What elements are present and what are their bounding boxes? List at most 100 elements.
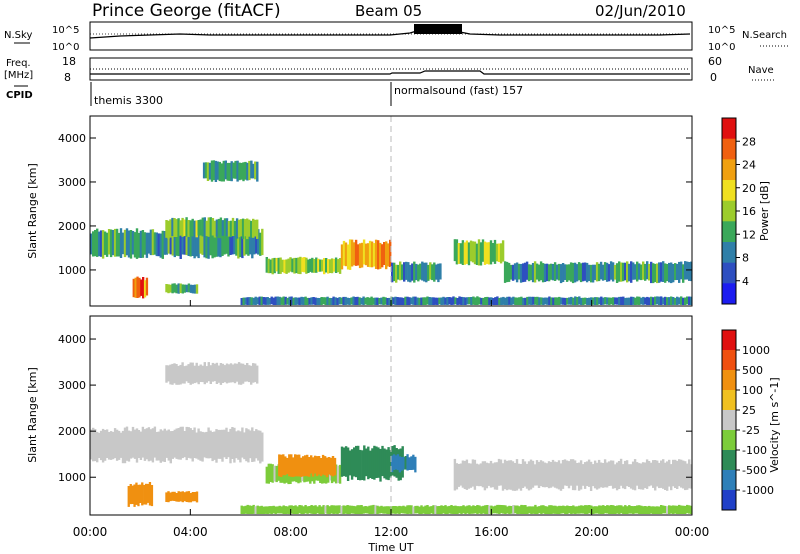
- power-echo-cell: [206, 162, 210, 181]
- power-echo-cell: [424, 297, 427, 305]
- power-echo-cell: [444, 297, 447, 305]
- velocity-echo-cell: [422, 506, 425, 514]
- velocity-echo-cell: [432, 505, 435, 514]
- power-echo-cell: [446, 297, 449, 305]
- velocity-echo-cell: [153, 426, 157, 458]
- power-echo-cell: [624, 297, 627, 305]
- power-echo-cell: [265, 257, 268, 273]
- velocity-echo-cell: [601, 463, 605, 488]
- velocity-echo-cell: [333, 457, 337, 476]
- velocity-echo-cell: [266, 506, 269, 514]
- velocity-echo-cell: [261, 432, 264, 462]
- velocity-echo-cell: [569, 459, 573, 486]
- power-echo-cell: [195, 229, 198, 257]
- velocity-echo-cell: [396, 454, 400, 471]
- velocity-echo-cell: [464, 506, 467, 514]
- velocity-echo-cell: [256, 505, 259, 514]
- velocity-echo-cell: [440, 505, 443, 514]
- power-echo-cell: [595, 262, 599, 282]
- power-echo-cell: [684, 261, 687, 280]
- power-echo-cell: [298, 297, 301, 305]
- power-colorbar-swatch: [722, 180, 736, 202]
- power-echo-cell: [540, 297, 543, 305]
- velocity-echo-cell: [540, 505, 543, 514]
- velocity-echo-cell: [537, 461, 541, 488]
- velocity-echo-cell: [231, 364, 235, 383]
- velocity-echo-cell: [551, 459, 555, 487]
- power-echo-cell: [560, 297, 563, 305]
- velocity-echo-cell: [625, 460, 629, 487]
- power-echo-cell: [417, 264, 420, 282]
- power-echo-cell: [408, 297, 411, 305]
- velocity-echo-region: [340, 445, 404, 482]
- velocity-echo-cell: [633, 459, 637, 491]
- power-echo-cell: [648, 263, 651, 281]
- power-echo-cell: [591, 264, 595, 283]
- power-echo-cell: [607, 264, 611, 282]
- velocity-echo-cell: [225, 427, 228, 459]
- velocity-echo-cell: [360, 505, 363, 514]
- power-echo-cell: [628, 297, 631, 305]
- power-echo-cell: [372, 297, 375, 305]
- velocity-echo-cell: [317, 456, 321, 475]
- velocity-echo-cell: [203, 362, 206, 385]
- power-echo-cell: [672, 297, 675, 305]
- velocity-echo-cell: [338, 464, 342, 484]
- power-echo-cell: [646, 261, 649, 280]
- velocity-ytick-label: 1000: [58, 471, 86, 484]
- velocity-echo-cell: [363, 445, 366, 481]
- velocity-echo-cell: [123, 427, 127, 464]
- velocity-echo-cell: [361, 450, 364, 480]
- power-echo-cell: [396, 297, 399, 305]
- power-echo-cell: [518, 297, 521, 305]
- power-echo-cell: [185, 217, 188, 237]
- power-echo-cell: [125, 228, 129, 256]
- velocity-echo-cell: [207, 427, 210, 459]
- power-echo-cell: [145, 232, 149, 258]
- power-echo-cell: [224, 160, 227, 180]
- velocity-echo-cell: [553, 461, 557, 488]
- power-echo-cell: [344, 242, 348, 267]
- power-echo-cell: [282, 296, 285, 305]
- power-echo-cell: [322, 297, 325, 305]
- velocity-echo-cell: [240, 505, 243, 514]
- velocity-echo-cell: [640, 505, 643, 514]
- velocity-echo-cell: [674, 459, 677, 488]
- power-echo-cell: [454, 297, 457, 305]
- velocity-echo-cell: [608, 505, 611, 514]
- power-echo-cell: [98, 231, 101, 257]
- velocity-echo-cell: [193, 492, 197, 502]
- power-echo-cell: [642, 296, 645, 305]
- power-echo-cell: [266, 297, 269, 305]
- velocity-echo-cell: [592, 506, 595, 514]
- velocity-echo-cell: [117, 430, 121, 460]
- velocity-echo-cell: [690, 464, 693, 489]
- power-echo-cell: [272, 297, 275, 305]
- velocity-echo-cell: [538, 506, 541, 514]
- freq-unit: [MHz]: [4, 70, 33, 81]
- power-echo-cell: [204, 162, 208, 179]
- velocity-echo-cell: [656, 506, 659, 514]
- velocity-echo-cell: [90, 429, 93, 460]
- velocity-echo-cell: [656, 460, 659, 487]
- velocity-echo-cell: [568, 506, 571, 514]
- velocity-echo-cell: [370, 505, 373, 514]
- velocity-echo-cell: [129, 431, 133, 459]
- power-echo-cell: [471, 241, 475, 263]
- power-echo-cell: [255, 230, 258, 254]
- velocity-echo-cell: [129, 484, 132, 505]
- velocity-colorbar-swatch: [722, 370, 736, 391]
- velocity-echo-cell: [354, 506, 357, 514]
- velocity-echo-cell: [584, 505, 587, 514]
- velocity-echo-cell: [376, 505, 379, 514]
- power-echo-cell: [429, 262, 432, 280]
- velocity-echo-cell: [654, 460, 657, 491]
- velocity-echo-cell: [535, 460, 539, 486]
- velocity-echo-cell: [552, 505, 555, 514]
- velocity-colorbar-swatch: [722, 430, 736, 451]
- power-echo-cell: [237, 230, 240, 259]
- power-echo-cell: [99, 230, 103, 257]
- power-colorbar-swatch: [722, 159, 736, 181]
- power-echo-cell: [151, 229, 155, 256]
- velocity-echo-cell: [217, 429, 220, 459]
